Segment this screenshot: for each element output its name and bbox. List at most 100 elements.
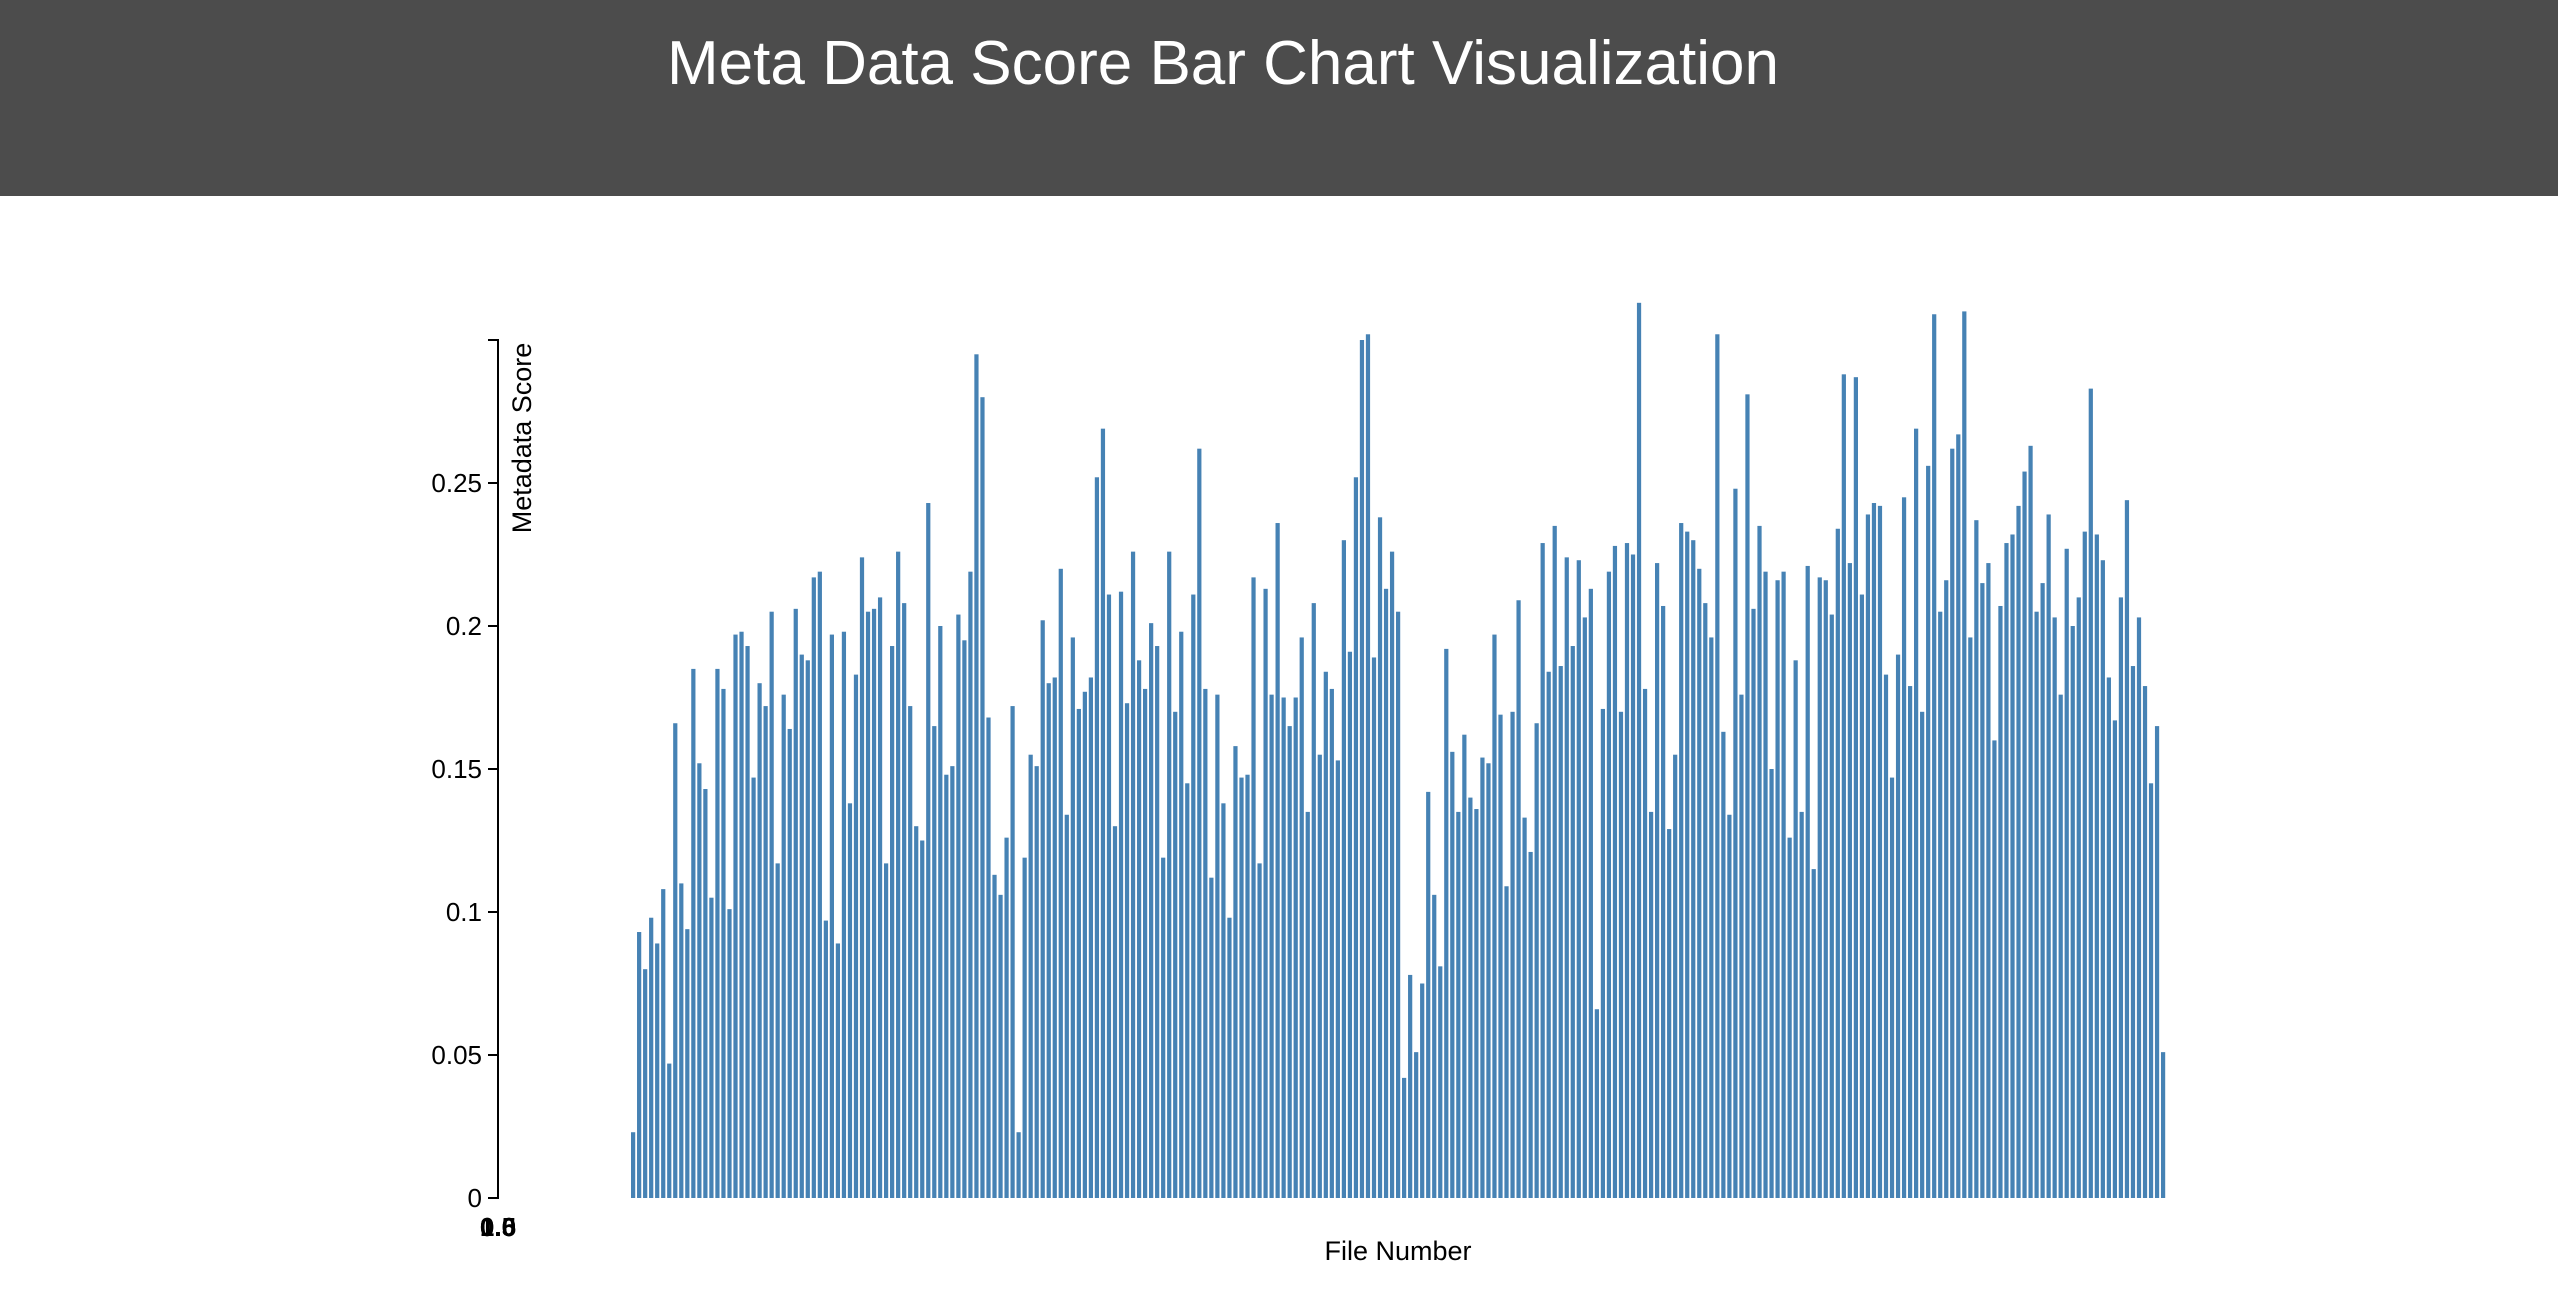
bar [1817, 577, 1822, 1198]
bar [902, 603, 907, 1198]
bar [2016, 505, 2021, 1198]
bar [980, 397, 985, 1198]
bar [1420, 983, 1425, 1198]
bar [1016, 1132, 1021, 1198]
bar [1082, 691, 1087, 1198]
bar [1263, 588, 1268, 1198]
bar [1118, 591, 1124, 1198]
bar [908, 706, 913, 1198]
bar [877, 597, 883, 1198]
bar [1564, 557, 1569, 1198]
bar [1938, 611, 1943, 1198]
bar [1504, 886, 1509, 1198]
bar [643, 969, 648, 1198]
bar [1883, 674, 1889, 1198]
bar [2124, 500, 2130, 1198]
bar [1347, 651, 1353, 1198]
bar [1480, 757, 1485, 1198]
bar [1835, 528, 1840, 1198]
bar [655, 943, 660, 1198]
bar [1576, 560, 1581, 1198]
bar [2088, 388, 2093, 1198]
x-tick-label: 0.5 [480, 1212, 516, 1242]
bar [751, 777, 756, 1198]
bar [1215, 694, 1220, 1198]
y-tick-label: 0.1 [446, 897, 482, 927]
bar [1149, 623, 1154, 1198]
bar [1558, 666, 1563, 1198]
bar [896, 551, 901, 1198]
bar [1468, 797, 1473, 1198]
bar [1829, 614, 1834, 1198]
bar [2094, 534, 2099, 1198]
bar [763, 706, 768, 1198]
bar [1920, 711, 1925, 1198]
bar [2070, 626, 2075, 1198]
bar [709, 897, 714, 1198]
bar [1257, 863, 1262, 1198]
bar [1570, 646, 1575, 1198]
bar [1745, 394, 1750, 1199]
bar [1594, 1009, 1599, 1198]
y-axis: 0 0.05 0.1 0.15 0.2 0.25 [431, 339, 499, 1213]
bar [932, 726, 937, 1198]
bar [920, 840, 925, 1198]
bar [2148, 783, 2154, 1198]
bar [1588, 588, 1593, 1198]
bar [853, 674, 859, 1198]
bar [1944, 580, 1949, 1198]
bar [757, 683, 762, 1198]
bar [1010, 706, 1015, 1198]
bar [631, 1132, 636, 1198]
bar [1907, 686, 1913, 1198]
bar [1299, 637, 1304, 1198]
bar [1751, 608, 1756, 1198]
bar [1775, 580, 1780, 1198]
bar [1064, 814, 1069, 1198]
bar [1552, 525, 1557, 1198]
bar [890, 646, 895, 1198]
bar [1474, 809, 1479, 1198]
bar [914, 826, 919, 1198]
bar [956, 614, 961, 1198]
bar [883, 863, 889, 1198]
bar [1871, 503, 1877, 1198]
bar [667, 1063, 672, 1198]
bar [2118, 597, 2124, 1198]
bar [2028, 445, 2033, 1198]
bar [661, 889, 666, 1198]
bar [703, 789, 708, 1198]
bar [805, 660, 810, 1198]
bar [1389, 551, 1395, 1198]
bar [1618, 711, 1624, 1198]
bar [1028, 754, 1033, 1198]
bar [1697, 568, 1702, 1198]
bar [1703, 603, 1708, 1198]
bar [1787, 837, 1792, 1198]
bar [1769, 769, 1774, 1198]
bar [1046, 683, 1051, 1198]
bar [823, 920, 828, 1198]
bar [1962, 311, 1967, 1198]
bar [829, 634, 834, 1198]
x-axis-title: File Number [1324, 1236, 1471, 1266]
bar [2076, 597, 2081, 1198]
bar [1980, 583, 1985, 1198]
bar [1492, 634, 1497, 1198]
bar [1034, 766, 1039, 1198]
bar [1383, 588, 1389, 1198]
bar [841, 631, 847, 1198]
bar [1408, 974, 1413, 1198]
bar [787, 728, 792, 1198]
bar [865, 611, 871, 1198]
bar [2046, 514, 2051, 1198]
bar [637, 932, 642, 1198]
bar [1173, 711, 1178, 1198]
y-tick-label: 0.15 [431, 754, 482, 784]
bar [1112, 826, 1118, 1198]
bar [1311, 603, 1316, 1198]
bar [1715, 334, 1720, 1198]
bar [926, 503, 931, 1198]
bar [799, 654, 804, 1198]
bar [1221, 803, 1226, 1198]
